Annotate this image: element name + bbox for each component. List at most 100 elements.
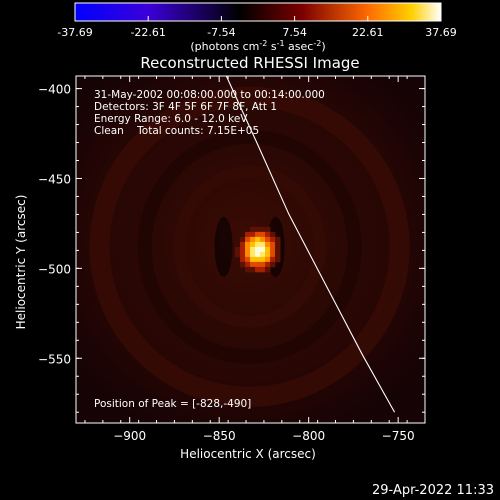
- peak-pixel: [260, 256, 266, 263]
- colorbar-ticks: -37.69 -22.61 -7.54 7.54 22.61 37.69: [57, 16, 457, 39]
- peak-pixel: [260, 236, 266, 243]
- peak-pixel: [250, 246, 256, 253]
- y-axis-label: Heliocentric Y (arcsec): [14, 195, 28, 330]
- x-axis-label: Heliocentric X (arcsec): [180, 447, 316, 461]
- peak-pixel: [265, 261, 271, 268]
- peak-pixel: [270, 231, 276, 238]
- info-line: Energy Range: 6.0 - 12.0 keV: [94, 113, 248, 125]
- heatmap-ring: [89, 86, 410, 407]
- peak-pixel: [270, 246, 276, 253]
- peak-pixel: [265, 231, 271, 238]
- peak-pixel: [255, 231, 261, 238]
- peak-pixel: [245, 246, 251, 253]
- plot-frame: [75, 75, 426, 424]
- peak-pixel: [245, 256, 251, 263]
- peak-pixel: [255, 246, 261, 253]
- peak-pixel: [275, 241, 281, 248]
- y-tick-label: −450: [38, 172, 71, 186]
- peak-pixel: [245, 261, 251, 268]
- peak-pixel: [265, 241, 271, 248]
- peak-pixel: [270, 241, 276, 248]
- heatmap-dark-lobe: [214, 216, 233, 277]
- peak-pixel: [255, 226, 261, 233]
- peak-pixel: [240, 261, 246, 268]
- x-tick-label: −850: [203, 429, 236, 443]
- peak-pixel: [245, 241, 251, 248]
- peak-pixel: [270, 251, 276, 258]
- peak-pixel: [250, 226, 256, 233]
- peak-pixel: [275, 256, 281, 263]
- peak-pixel: [255, 236, 261, 243]
- peak-pixel: [260, 226, 266, 233]
- peak-pixel: [275, 251, 281, 258]
- peak-pixel: [275, 236, 281, 243]
- peak-pixel: [240, 236, 246, 243]
- peak-pixel: [270, 261, 276, 268]
- peak-pixel: [260, 241, 266, 248]
- peak-pixel: [255, 266, 261, 273]
- solar-limb-curve: [225, 76, 396, 413]
- peak-pixel: [260, 261, 266, 268]
- peak-pixel: [270, 256, 276, 263]
- colorbar-unit: (photons cm-2 s-1 asec-2): [190, 39, 325, 53]
- peak-pixel: [240, 241, 246, 248]
- peak-pixel: [245, 251, 251, 258]
- peak-pixel: [255, 251, 261, 258]
- peak-pixel: [250, 241, 256, 248]
- peak-pixel: [250, 231, 256, 238]
- x-axis: −900 −850 −800 −750: [84, 76, 426, 443]
- x-tick-label: −800: [292, 429, 325, 443]
- info-line: Clean Total counts: 7.15E+05: [94, 125, 259, 137]
- peak-pixel: [255, 256, 261, 263]
- timestamp: 29-Apr-2022 11:33: [372, 483, 494, 498]
- x-tick-label: −900: [113, 429, 146, 443]
- observation-info: 31-May-2002 00:08:00.000 to 00:14:00.000…: [94, 89, 325, 137]
- peak-pixel: [250, 256, 256, 263]
- peak-pixel: [235, 246, 241, 253]
- peak-pixel: [260, 251, 266, 258]
- peak-pixel: [240, 251, 246, 258]
- peak-pixel: [265, 236, 271, 243]
- peak-pixel: [265, 266, 271, 273]
- colorbar-gradient: [74, 2, 442, 22]
- peak-pixel: [255, 261, 261, 268]
- peak-pixel: [240, 246, 246, 253]
- peak-pixel: [265, 246, 271, 253]
- peak-pixel: [235, 251, 241, 258]
- peak-pixel: [260, 246, 266, 253]
- plot-area: −900 −850 −800 −750 −400 −450 −500 −550 31-May…: [38, 75, 426, 443]
- peak-pixel: [255, 241, 261, 248]
- peak-pixel: [245, 266, 251, 273]
- peak-position-label: Position of Peak = [-828,-490]: [94, 398, 251, 410]
- colorbar-tick-label: -37.69: [57, 26, 92, 39]
- colorbar-tick-label: 22.61: [352, 26, 384, 39]
- colorbar: -37.69 -22.61 -7.54 7.54 22.61 37.69 (photons…: [57, 2, 457, 53]
- peak-pixel: [265, 226, 271, 233]
- heatmap-ring: [137, 129, 362, 364]
- y-tick-label: −500: [38, 262, 71, 276]
- heatmap-ring: [173, 165, 326, 328]
- peak-pixel: [250, 266, 256, 273]
- y-axis: −400 −450 −500 −550: [38, 83, 425, 413]
- y-tick-label: −550: [38, 352, 71, 366]
- peak-pixel: [250, 251, 256, 258]
- peak-source: [235, 226, 281, 273]
- peak-pixel: [245, 231, 251, 238]
- info-line: Detectors: 3F 4F 5F 6F 7F 8F, Att 1: [94, 101, 277, 113]
- chart-title: Reconstructed RHESSI Image: [140, 54, 359, 72]
- x-tick-label: −750: [382, 429, 415, 443]
- peak-pixel: [265, 256, 271, 263]
- peak-pixel: [250, 236, 256, 243]
- peak-pixel: [260, 231, 266, 238]
- peak-pixel: [260, 266, 266, 273]
- y-tick-label: −400: [38, 83, 71, 97]
- peak-pixel: [250, 261, 256, 268]
- peak-pixel: [275, 246, 281, 253]
- info-line: 31-May-2002 00:08:00.000 to 00:14:00.000: [94, 89, 325, 101]
- colorbar-tick-label: -22.61: [130, 26, 165, 39]
- peak-pixel: [245, 236, 251, 243]
- colorbar-tick-label: 7.54: [282, 26, 307, 39]
- peak-pixel: [240, 256, 246, 263]
- peak-pixel: [265, 251, 271, 258]
